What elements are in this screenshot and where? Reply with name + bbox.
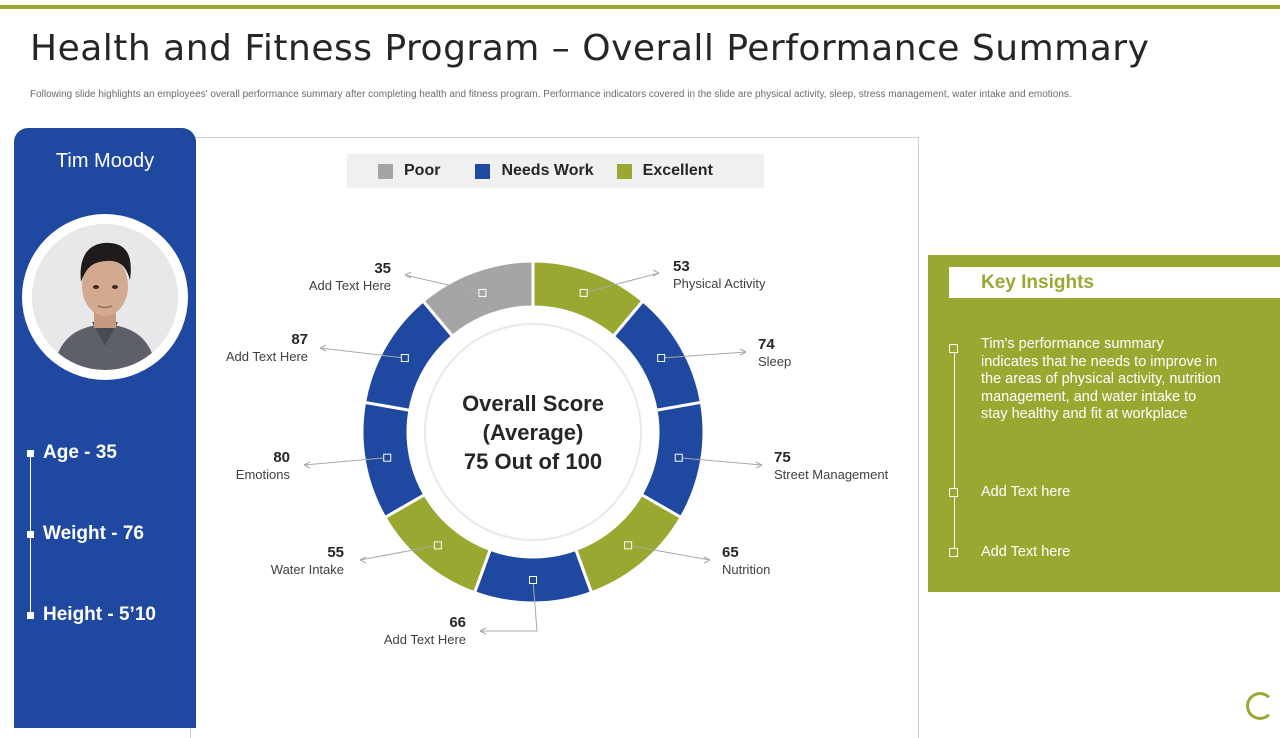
- center-score-line-2: (Average): [483, 420, 584, 445]
- legend-item-poor: Poor: [378, 162, 440, 180]
- stat-marker: [27, 531, 34, 538]
- leader-line: [319, 347, 405, 359]
- center-score-line-1: Overall Score: [462, 391, 604, 416]
- segment-value-label: 74: [758, 336, 775, 353]
- segment-value-label: 65: [722, 544, 739, 561]
- legend-swatch-excellent: [616, 163, 632, 179]
- avatar: [32, 224, 178, 370]
- segment-value-label: 35: [374, 260, 391, 277]
- legend-label: Excellent: [642, 162, 713, 179]
- page-title: Health and Fitness Program – Overall Per…: [30, 28, 1150, 69]
- segment-value-label: 87: [291, 331, 308, 348]
- leader-line: [359, 544, 438, 561]
- leader-arrowhead: [739, 348, 747, 356]
- segment-value-label: 75: [774, 449, 791, 466]
- insights-timeline-line: [954, 349, 955, 553]
- segment-category-label: Street Management: [774, 467, 889, 482]
- leader-arrowhead: [479, 627, 487, 635]
- avatar-ring: [22, 214, 188, 380]
- leader-arrowhead: [303, 461, 311, 469]
- corner-decoration: [1246, 692, 1274, 720]
- stat-height: Height - 5’10: [43, 604, 156, 625]
- leader-line: [480, 579, 538, 632]
- profile-name: Tim Moody: [55, 150, 155, 172]
- insight-marker: [949, 548, 958, 557]
- segment-value-label: 66: [449, 614, 466, 631]
- top-accent-rule: [0, 5, 1280, 9]
- profile-panel: Tim Moody Age - 35 Weight - 76 Height - …: [14, 128, 196, 728]
- segment-category-label: Add Text Here: [226, 349, 308, 364]
- insight-marker: [949, 344, 958, 353]
- inner-circle-outline: [424, 323, 642, 541]
- stat-weight: Weight - 76: [43, 523, 144, 544]
- segment-category-label: Physical Activity: [673, 276, 766, 291]
- segment-category-label: Add Text Here: [309, 278, 391, 293]
- segment-marker: [478, 288, 487, 297]
- leader-line: [628, 544, 711, 561]
- person-portrait-icon: [32, 224, 178, 370]
- leader-line: [661, 351, 747, 359]
- segment-marker: [529, 576, 537, 584]
- leader-line: [678, 457, 763, 466]
- insight-marker: [949, 488, 958, 497]
- segment-category-label: Nutrition: [722, 562, 770, 577]
- segment-category-label: Water Intake: [271, 562, 344, 577]
- segment-category-label: Emotions: [236, 467, 291, 482]
- chart-legend: Poor Needs Work Excellent: [347, 154, 764, 188]
- key-insights-header: Key Insights: [949, 267, 1280, 298]
- leader-line: [303, 457, 388, 466]
- insight-item: Add Text here: [981, 544, 1071, 560]
- segment-marker: [400, 354, 409, 362]
- legend-label: Poor: [404, 162, 441, 179]
- legend-label: Needs Work: [501, 162, 594, 179]
- segment-marker: [674, 453, 683, 462]
- legend-swatch-poor: [378, 163, 393, 179]
- donut-segment: [360, 400, 427, 520]
- segment-value-label: 80: [273, 449, 290, 466]
- key-insights-title: Key Insights: [981, 272, 1094, 293]
- segment-marker: [624, 541, 633, 550]
- segment-marker: [383, 453, 392, 462]
- segment-value-label: 55: [327, 544, 344, 561]
- legend-item-excellent: Excellent: [616, 162, 713, 180]
- insight-item: Tim's performance summary indicates that…: [981, 336, 1221, 423]
- segment-value-label: 53: [673, 258, 690, 275]
- donut-segment: [420, 259, 535, 339]
- insight-item: Add Text here: [981, 484, 1071, 500]
- key-insights-panel: Key Insights Tim's performance summary i…: [928, 255, 1280, 592]
- segment-marker: [657, 354, 666, 362]
- stat-age: Age - 35: [43, 442, 117, 463]
- segment-marker: [579, 288, 588, 297]
- center-score-line-3: 75 Out of 100: [464, 449, 602, 474]
- legend-item-needs-work: Needs Work: [475, 162, 594, 180]
- leader-arrowhead: [703, 556, 711, 564]
- leader-line: [404, 274, 483, 294]
- chart-frame: [190, 137, 919, 738]
- leader-arrowhead: [319, 344, 327, 352]
- page-subtitle: Following slide highlights an employees'…: [30, 89, 1072, 100]
- leader-arrowhead: [755, 461, 763, 469]
- legend-swatch-needs-work: [475, 163, 491, 179]
- leader-arrowhead: [652, 269, 660, 277]
- stat-marker: [27, 612, 34, 619]
- leader-line: [583, 272, 660, 294]
- segment-category-label: Add Text Here: [384, 632, 466, 647]
- segment-category-label: Sleep: [758, 354, 791, 369]
- leader-arrowhead: [359, 556, 367, 564]
- segment-marker: [433, 541, 442, 550]
- leader-arrowhead: [404, 271, 412, 279]
- stat-marker: [27, 450, 34, 457]
